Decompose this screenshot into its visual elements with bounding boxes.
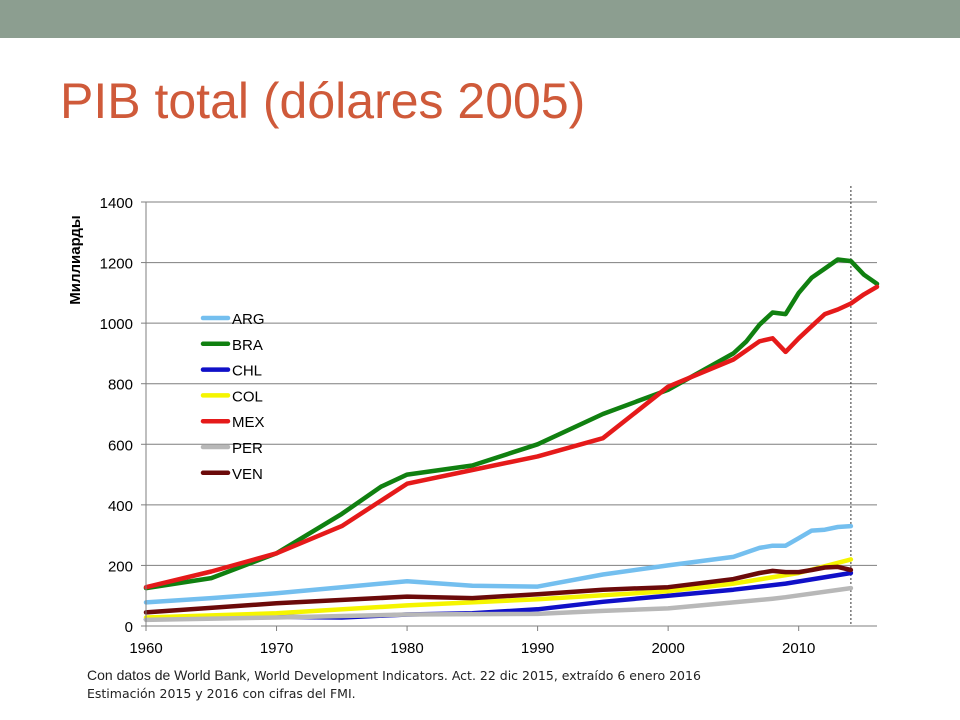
legend-label: ARG [232,311,265,328]
source-prefix: Con datos de World Bank [87,667,247,683]
series-lines [143,257,880,623]
x-tick-label: 1980 [390,640,423,657]
legend: ARG BRA CHL COL MEX PER VEN [200,311,265,483]
x-tick-label: 2000 [651,640,684,657]
legend-label: MEX [232,414,265,431]
legend-label: COL [232,388,263,405]
y-tick-label: 1200 [100,256,133,273]
y-tick-label: 1000 [100,316,133,333]
axes: 0 200 400 600 800 1000 1200 1400 1960 1970 1980 199… [100,195,816,657]
series-line-arg [143,523,854,605]
gridlines [146,201,877,627]
estimate-note: Estimación 2015 y 2016 con cifras del FM… [87,686,356,701]
y-tick-label: 400 [108,498,133,515]
source-rest: , World Development Indicators. Act. 22 … [246,668,701,683]
y-tick-label: 1400 [100,195,133,212]
y-tick-label: 800 [108,377,133,394]
legend-label: PER [232,440,263,457]
y-tick-label: 600 [108,437,133,454]
y-tick-label: 200 [108,558,133,575]
source-note: Con datos de World Bank, World Developme… [87,667,701,683]
x-tick-label: 2010 [782,640,815,657]
series-line-mex [143,284,880,590]
x-tick-label: 1970 [260,640,293,657]
legend-label: BRA [232,337,263,354]
y-axis-label: Миллиарды [67,215,84,304]
x-tick-label: 1960 [129,640,162,657]
x-tick-label: 1990 [521,640,554,657]
legend-label: CHL [232,363,262,380]
y-tick-label: 0 [125,619,133,636]
series-line-bra [143,257,880,591]
series-line-col [143,557,854,620]
series-line-per [143,585,854,623]
series-line-ven [143,564,854,615]
slide-top-bar [0,0,960,38]
slide-title: PIB total (dólares 2005) [60,73,586,129]
legend-label: VEN [232,466,263,483]
